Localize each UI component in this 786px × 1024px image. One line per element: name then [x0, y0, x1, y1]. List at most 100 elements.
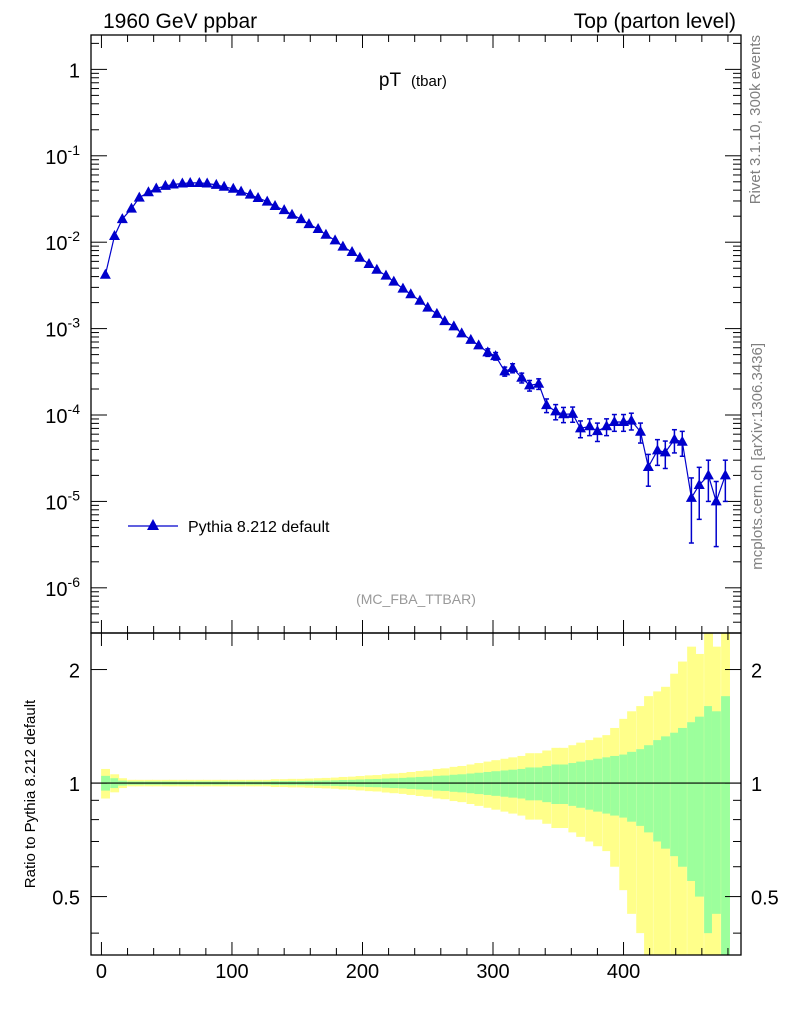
- legend-marker-triangle: [147, 519, 159, 530]
- data-point-marker: [465, 333, 477, 344]
- data-point-marker: [685, 491, 697, 502]
- data-point-marker: [320, 228, 332, 239]
- ratio-band-inner: [670, 732, 680, 857]
- x-tick-label: 0: [96, 961, 107, 983]
- data-point-marker: [422, 301, 434, 312]
- y-tick-label: 10-5: [45, 487, 80, 514]
- data-point-marker: [567, 407, 579, 418]
- legend: Pythia 8.212 default: [128, 519, 330, 536]
- y-tick-label: 10-4: [45, 401, 80, 428]
- ratio-y-tick-label-left: 1: [69, 774, 80, 796]
- data-point-marker: [278, 204, 290, 215]
- data-point-marker: [482, 346, 494, 357]
- ratio-y-tick-label-right: 0.5: [751, 888, 779, 910]
- data-point-marker: [668, 433, 680, 444]
- ratio-band-inner: [568, 763, 578, 806]
- data-point-marker: [702, 469, 714, 480]
- main-plot-frame: [90, 34, 742, 634]
- data-point-marker: [601, 420, 613, 431]
- ratio-band-inner: [593, 758, 603, 812]
- data-point-marker: [507, 361, 519, 372]
- ratio-y-tick-label-right: 1: [751, 774, 762, 796]
- data-point-marker: [286, 208, 298, 219]
- data-point-marker: [269, 200, 281, 211]
- ratio-band-inner: [602, 757, 612, 814]
- ratio-band-inner: [610, 755, 620, 816]
- data-point-marker: [490, 350, 502, 361]
- ratio-band-inner: [551, 764, 561, 805]
- plot-title-sub: (tbar): [411, 73, 447, 90]
- data-point-marker: [252, 191, 264, 202]
- data-point-marker: [346, 246, 358, 257]
- data-point-marker: [235, 185, 247, 196]
- data-point-marker: [150, 182, 162, 193]
- y-tick-label: 10-1: [45, 142, 80, 169]
- data-point-marker: [533, 377, 545, 388]
- data-point-marker: [159, 179, 171, 190]
- data-point-marker: [388, 275, 400, 286]
- data-point-marker: [634, 425, 646, 436]
- data-point-marker: [142, 186, 154, 197]
- ratio-y-tick-label-left: 0.5: [52, 888, 80, 910]
- data-point-marker: [201, 177, 213, 188]
- ratio-band-inner: [542, 765, 552, 803]
- data-point-marker: [371, 263, 383, 274]
- data-point-marker: [499, 365, 511, 376]
- data-point-marker: [108, 229, 120, 240]
- data-point-marker: [693, 478, 705, 489]
- data-point-marker: [116, 213, 128, 224]
- header-right: Top (parton level): [574, 10, 736, 33]
- ratio-band-inner: [687, 722, 697, 881]
- data-point-marker: [456, 327, 468, 338]
- data-point-marker: [337, 240, 349, 251]
- data-point-marker: [584, 420, 596, 431]
- y-tick-label: 1: [69, 60, 80, 82]
- series-pythia: [99, 176, 731, 548]
- x-tick-label: 200: [346, 961, 379, 983]
- data-point-marker: [210, 178, 222, 189]
- ratio-band-inner: [711, 711, 721, 914]
- analysis-watermark: (MC_FBA_TTBAR): [356, 591, 476, 607]
- data-point-marker: [608, 416, 620, 427]
- data-point-marker: [414, 294, 426, 305]
- data-point-marker: [642, 461, 654, 472]
- data-point-marker: [184, 176, 196, 187]
- data-point-marker: [244, 188, 256, 199]
- data-point-marker: [193, 176, 205, 187]
- data-point-marker: [710, 495, 722, 506]
- data-point-marker: [125, 202, 137, 213]
- ratio-y-tick-label-right: 2: [751, 661, 762, 683]
- data-point-marker: [99, 268, 111, 279]
- data-point-marker: [557, 408, 569, 419]
- series-line: [104, 182, 726, 504]
- data-point-marker: [354, 251, 366, 262]
- ratio-bands: [101, 633, 730, 955]
- ratio-band-inner: [627, 751, 637, 822]
- data-point-marker: [227, 182, 239, 193]
- data-point-marker: [397, 282, 409, 293]
- data-point-marker: [261, 195, 273, 206]
- data-point-marker: [524, 379, 536, 390]
- data-point-marker: [431, 307, 443, 318]
- ratio-band-inner: [653, 740, 663, 842]
- x-tick-label: 400: [607, 961, 640, 983]
- y-tick-label: 10-2: [45, 228, 80, 255]
- data-point-marker: [719, 469, 731, 480]
- legend-label: Pythia 8.212 default: [188, 519, 330, 536]
- axis-ticks: [91, 35, 741, 955]
- data-point-marker: [405, 288, 417, 299]
- ratio-band-inner: [585, 760, 595, 810]
- y-tick-label: 10-3: [45, 315, 80, 342]
- ratio-band-inner: [661, 736, 670, 849]
- data-point-marker: [591, 425, 603, 436]
- header-left: 1960 GeV ppbar: [103, 10, 257, 33]
- ratio-band-inner: [525, 767, 535, 801]
- data-point-marker: [218, 180, 230, 191]
- y-tick-label: 10-6: [45, 574, 80, 601]
- data-point-marker: [329, 234, 341, 245]
- data-point-marker: [618, 416, 630, 427]
- data-point-marker: [380, 269, 392, 280]
- ratio-band-inner: [694, 716, 704, 897]
- data-point-marker: [312, 223, 324, 234]
- ratio-band-inner: [534, 767, 544, 801]
